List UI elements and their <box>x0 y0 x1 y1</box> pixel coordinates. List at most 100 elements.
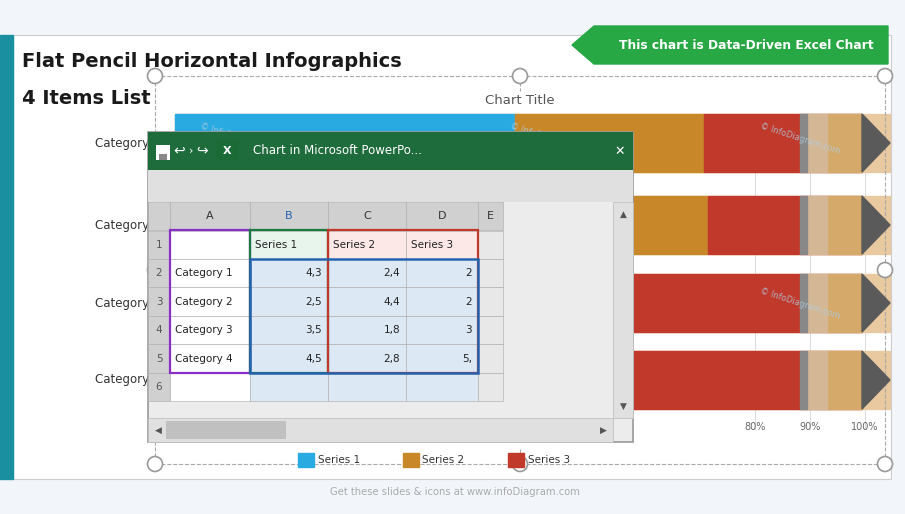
Text: D: D <box>438 211 446 221</box>
Bar <box>250 202 328 230</box>
Bar <box>406 344 478 373</box>
Bar <box>159 154 167 160</box>
Bar <box>827 196 862 254</box>
Text: Category 2: Category 2 <box>95 218 160 231</box>
Text: © InfoDiagram.com: © InfoDiagram.com <box>759 122 841 156</box>
Bar <box>175 114 862 172</box>
Text: ▼: ▼ <box>620 401 626 411</box>
Text: 1,8: 1,8 <box>384 325 400 335</box>
Bar <box>827 351 862 409</box>
Bar <box>800 351 807 409</box>
Bar <box>478 373 503 401</box>
Bar <box>328 259 406 287</box>
Bar <box>148 316 170 344</box>
Bar <box>170 230 250 259</box>
Text: 3: 3 <box>465 325 472 335</box>
Bar <box>478 287 503 316</box>
Bar <box>250 230 328 373</box>
Bar <box>250 230 328 259</box>
Text: ›: › <box>189 146 193 156</box>
Circle shape <box>148 68 163 83</box>
Bar <box>508 453 523 467</box>
Bar <box>807 274 827 332</box>
Bar <box>368 196 708 254</box>
Polygon shape <box>862 196 890 254</box>
Bar <box>403 453 418 467</box>
Text: 80%: 80% <box>744 422 766 432</box>
Text: Category 4: Category 4 <box>175 354 233 364</box>
Text: Category 3: Category 3 <box>175 325 233 335</box>
Text: © InfoDiagram.com: © InfoDiagram.com <box>199 122 281 156</box>
Bar <box>148 287 170 316</box>
Text: ◀: ◀ <box>155 426 161 434</box>
Text: B: B <box>285 211 293 221</box>
Bar <box>250 259 328 287</box>
Bar <box>216 141 238 161</box>
Circle shape <box>878 263 892 278</box>
Bar <box>175 196 862 254</box>
Circle shape <box>512 456 528 471</box>
Bar <box>426 351 583 409</box>
Text: 4,4: 4,4 <box>384 297 400 307</box>
Polygon shape <box>862 114 890 172</box>
Text: 3,5: 3,5 <box>305 325 322 335</box>
Bar <box>328 344 406 373</box>
Text: E: E <box>487 211 494 221</box>
Text: ↩: ↩ <box>173 143 185 157</box>
Bar <box>175 274 464 332</box>
Bar <box>478 230 503 259</box>
Bar <box>175 196 368 254</box>
Text: Category 4: Category 4 <box>95 374 160 387</box>
Text: Category 1: Category 1 <box>175 268 233 278</box>
Bar <box>478 202 503 230</box>
Bar <box>170 316 250 344</box>
Circle shape <box>148 456 163 471</box>
Polygon shape <box>862 351 890 409</box>
Text: ✕: ✕ <box>614 144 625 157</box>
Text: C: C <box>363 211 371 221</box>
Bar <box>170 344 250 373</box>
Bar <box>800 196 807 254</box>
Bar <box>800 114 807 172</box>
Text: 5,: 5, <box>462 354 472 364</box>
Text: ▲: ▲ <box>620 210 626 218</box>
Text: This chart is Data-Driven Excel Chart: This chart is Data-Driven Excel Chart <box>619 39 873 51</box>
Bar <box>156 145 170 160</box>
Bar <box>170 373 250 401</box>
Text: 2: 2 <box>465 268 472 278</box>
Bar <box>250 316 328 344</box>
Bar <box>0 35 13 479</box>
Bar <box>166 421 286 439</box>
Bar <box>170 259 250 287</box>
Text: Series 1: Series 1 <box>318 455 359 465</box>
Bar <box>148 132 633 170</box>
Bar <box>250 344 328 373</box>
Bar <box>328 230 406 259</box>
Text: ▶: ▶ <box>599 426 606 434</box>
Bar <box>406 373 478 401</box>
Text: ↪: ↪ <box>196 143 208 157</box>
Text: Category 1: Category 1 <box>95 137 160 150</box>
Bar <box>170 202 250 230</box>
Bar <box>175 196 890 254</box>
Bar <box>175 351 890 409</box>
Text: 2,5: 2,5 <box>305 297 322 307</box>
Bar <box>175 114 515 172</box>
Bar <box>807 351 827 409</box>
Text: Get these slides & icons at www.infoDiagram.com: Get these slides & icons at www.infoDiag… <box>330 487 580 497</box>
Text: Series 3: Series 3 <box>411 240 453 250</box>
Text: 100%: 100% <box>852 422 879 432</box>
Polygon shape <box>572 26 888 64</box>
Bar <box>250 287 328 316</box>
Text: © InfoDiagram.com: © InfoDiagram.com <box>759 287 841 321</box>
Bar <box>478 344 503 373</box>
Text: Flat Pencil Horizontal Infographics: Flat Pencil Horizontal Infographics <box>22 52 402 71</box>
Bar <box>175 114 890 172</box>
Text: Series 3: Series 3 <box>528 455 569 465</box>
Bar <box>406 259 478 287</box>
Bar <box>328 287 406 316</box>
Bar <box>807 114 827 172</box>
Bar <box>515 114 704 172</box>
Bar <box>406 287 478 316</box>
Bar <box>170 230 250 373</box>
